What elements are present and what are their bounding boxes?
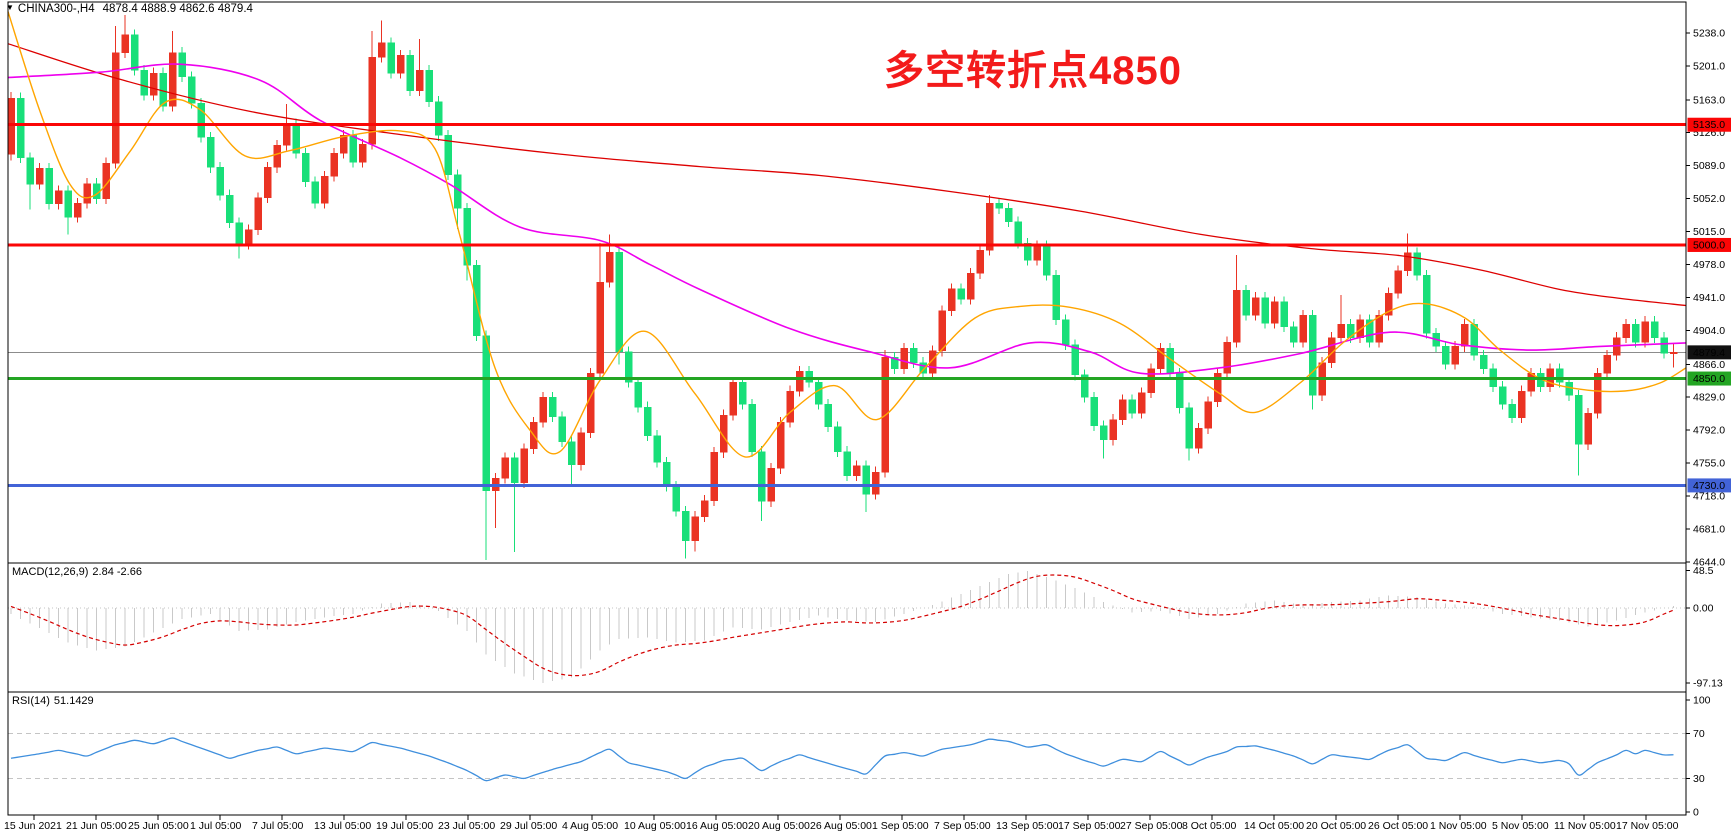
price-tick-label: 4644.0 [1693,557,1725,569]
date-tick-label: 14 Oct 05:00 [1244,820,1304,832]
macd-signal-line [10,574,1674,677]
macd-tick-label: -97.13 [1693,677,1723,689]
date-tick-label: 20 Oct 05:00 [1306,820,1366,832]
price-tick-label: 4978.0 [1693,259,1725,271]
price-level-badge: 5135.0 [1693,119,1725,131]
price-tick-label: 5163.0 [1693,94,1725,106]
macd-tick-label: 0.00 [1693,603,1714,615]
date-tick-label: 7 Jul 05:00 [252,820,304,832]
macd-label-values: 2.84 -2.66 [92,566,142,578]
date-tick-label: 8 Oct 05:00 [1182,820,1236,832]
price-tick-label: 4792.0 [1693,425,1725,437]
date-tick-label: 13 Jul 05:00 [314,820,371,832]
date-tick-label: 25 Jun 05:00 [128,820,189,832]
date-tick-label: 19 Jul 05:00 [376,820,433,832]
date-tick-label: 26 Oct 05:00 [1368,820,1428,832]
rsi-line [10,737,1674,782]
price-level-badge: 4850.0 [1693,373,1725,385]
price-tick-label: 4829.0 [1693,392,1725,404]
horizontal-levels-layer [8,123,1686,487]
symbol-header: ▼ CHINA300-,H4 4878.4 4888.9 4862.6 4879.4 [6,3,253,15]
price-badges: 5135.0 5000.0 4879.4 4850.0 4730.0 [1687,117,1731,493]
date-tick-label: 1 Jul 05:00 [190,820,242,832]
date-tick-label: 17 Nov 05:00 [1616,820,1679,832]
ma-fast-orange-line [7,11,1687,458]
symbol-ohlc-values: 4878.4 4888.9 4862.6 4879.4 [102,3,253,15]
macd-tick-label: 48.5 [1693,565,1714,577]
moving-averages-layer [7,11,1687,458]
date-tick-label: 23 Jul 05:00 [438,820,495,832]
price-tick-label: 4904.0 [1693,325,1725,337]
date-tick-label: 26 Aug 05:00 [810,820,872,832]
date-tick-label: 16 Aug 05:00 [686,820,748,832]
date-tick-label: 1 Sep 05:00 [872,820,929,832]
ma-mid-magenta-line [7,63,1687,375]
pane-borders [7,1,1687,816]
rsi-label-value: 51.1429 [53,695,94,707]
macd-label-name: MACD(12,26,9) [12,566,89,578]
price-tick-label: 5201.0 [1693,60,1725,72]
rsi-label-name: RSI(14) [12,695,50,707]
price-axis: 5238.05201.05163.05126.05089.05052.05015… [1686,28,1725,819]
date-tick-label: 4 Aug 05:00 [562,820,618,832]
price-tick-label: 5052.0 [1693,193,1725,205]
date-tick-label: 21 Jun 05:00 [66,820,127,832]
date-tick-label: 1 Nov 05:00 [1430,820,1487,832]
date-tick-label: 17 Sep 05:00 [1058,820,1121,832]
rsi-tick-label: 30 [1693,773,1705,785]
date-tick-label: 11 Nov 05:00 [1554,820,1616,832]
date-axis: 15 Jun 2021 21 Jun 05:00 25 Jun 05:00 1 Jul… [4,815,1679,832]
price-level-badge: 4879.4 [1693,347,1725,359]
price-tick-label: 5238.0 [1693,28,1725,40]
price-tick-label: 5015.0 [1693,226,1725,238]
date-tick-label: 7 Sep 05:00 [934,820,991,832]
rsi-tick-label: 0 [1693,807,1699,819]
price-level-badge: 4730.0 [1693,480,1725,492]
symbol-title: CHINA300-,H4 [17,3,95,15]
date-tick-label: 29 Jul 05:00 [500,820,557,832]
rsi-tick-label: 100 [1693,695,1711,707]
price-level-badge: 5000.0 [1693,239,1725,251]
date-tick-label: 13 Sep 05:00 [996,820,1059,832]
date-tick-label: 5 Nov 05:00 [1492,820,1549,832]
date-tick-label: 20 Aug 05:00 [748,820,810,832]
date-tick-label: 27 Sep 05:00 [1120,820,1183,832]
rsi-pane [8,733,1686,782]
rsi-indicator-label: RSI(14) 51.1429 [12,695,98,707]
price-tick-label: 5089.0 [1693,160,1725,172]
date-tick-label: 15 Jun 2021 [4,820,62,832]
price-tick-label: 4718.0 [1693,491,1725,503]
price-tick-label: 4866.0 [1693,359,1725,371]
rsi-tick-label: 70 [1693,728,1705,740]
price-tick-label: 4941.0 [1693,292,1725,304]
price-tick-label: 4681.0 [1693,524,1725,536]
symbol-dropdown-icon[interactable]: ▼ [6,3,14,12]
ma-slow-red-line [7,43,1687,307]
price-tick-label: 4755.0 [1693,458,1725,470]
date-tick-label: 10 Aug 05:00 [624,820,686,832]
macd-pane [8,570,1686,683]
annotation-text: 多空转折点4850 [884,49,1182,93]
macd-indicator-label: MACD(12,26,9) 2.84 -2.66 [12,566,146,578]
